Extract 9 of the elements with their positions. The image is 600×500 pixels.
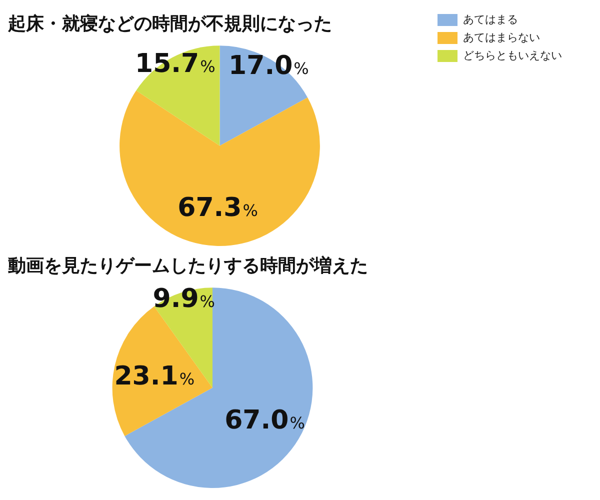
chart-title: 起床・就寝などの時間が不規則になった <box>7 13 332 34</box>
data-label: 23.1% <box>114 362 195 392</box>
legend-label: あてはまる <box>463 12 518 26</box>
legend-label: どちらともいえない <box>463 48 562 62</box>
chart-title: 動画を見たりゲームしたりする時間が増えた <box>7 254 368 276</box>
data-label: 67.3% <box>178 192 258 223</box>
legend-label: あてはまらない <box>463 30 540 44</box>
data-label: 67.0% <box>224 405 305 436</box>
data-label: 17.0% <box>228 50 309 81</box>
